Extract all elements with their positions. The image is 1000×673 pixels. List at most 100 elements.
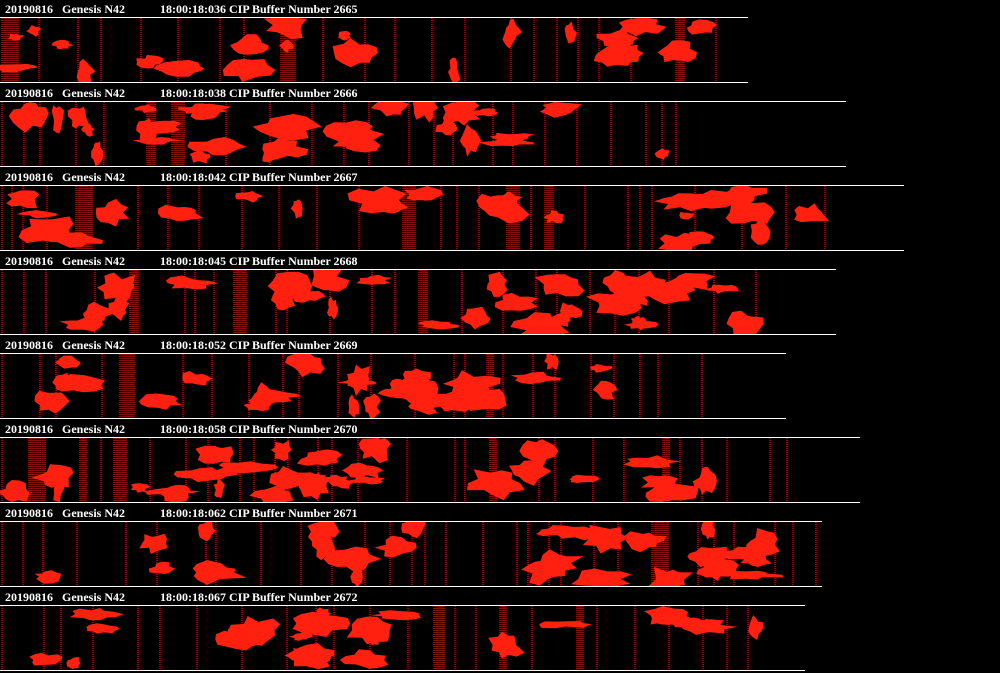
buffer-probe: Genesis N42: [62, 254, 125, 268]
particle-image-strip: [1, 606, 764, 670]
particle-image: [34, 390, 70, 414]
buffer-date: 20190816: [5, 254, 53, 268]
particle-image: [745, 528, 781, 559]
buffer-block: 20190816 Genesis N42 18:00:18:052 CIP Buffe…: [0, 336, 1000, 420]
buffer-block: 20190816 Genesis N42 18:00:18:038 CIP Buffe…: [0, 84, 1000, 168]
particle-image: [148, 561, 176, 574]
particle-image: [644, 606, 696, 626]
buffer-label: CIP Buffer Number 2672: [229, 590, 358, 604]
particle-image: [363, 393, 381, 418]
particle-image: [139, 533, 168, 554]
particle-image-strip: [1, 270, 764, 334]
particle-image: [29, 652, 63, 666]
particle-image: [642, 281, 696, 305]
particle-image: [56, 374, 105, 393]
particle-image: [235, 191, 264, 203]
buffer-time: 18:00:18:052: [160, 338, 226, 352]
particle-image: [425, 391, 475, 412]
buffer-time: 18:00:18:045: [160, 254, 226, 268]
particle-image: [290, 199, 303, 219]
particle-image: [794, 203, 830, 223]
rule-bottom: [0, 586, 822, 587]
particle-image: [630, 315, 647, 331]
rule-bottom: [0, 250, 904, 251]
particle-image: [539, 102, 582, 118]
particle-image: [332, 130, 380, 150]
buffer-probe: Genesis N42: [62, 338, 125, 352]
particle-image: [51, 39, 74, 50]
buffer-block: 20190816 Genesis N42 18:00:18:036 CIP Buffe…: [0, 0, 1000, 84]
particle-image: [96, 272, 136, 304]
particle-image: [157, 204, 204, 221]
particle-image: [687, 546, 738, 568]
particle-image: [327, 296, 339, 320]
particle-image: [31, 464, 74, 488]
particle-image: [346, 616, 392, 645]
buffer-probe: Genesis N42: [62, 506, 125, 520]
particle-image: [54, 355, 81, 369]
particle-image: [510, 371, 562, 385]
particle-image: [417, 320, 460, 330]
particle-image: [139, 120, 182, 134]
particle-image: [67, 106, 89, 129]
rule-bottom: [0, 82, 748, 83]
rule-bottom: [0, 670, 805, 671]
particle-image: [653, 193, 714, 212]
particle-image: [262, 145, 288, 163]
buffer-time: 18:00:18:058: [160, 422, 226, 436]
buffer-date: 20190816: [5, 170, 53, 184]
particle-image: [748, 615, 764, 640]
particle-image: [534, 274, 585, 297]
particle-image: [177, 103, 232, 114]
particle-image: [189, 150, 211, 164]
particle-image: [2, 489, 16, 501]
particle-image: [59, 317, 104, 332]
particle-image: [686, 19, 718, 35]
particle-image: [508, 460, 552, 486]
particle-image: [347, 475, 386, 485]
particle-image: [374, 535, 417, 558]
particle-image: [299, 472, 333, 488]
particle-image: [82, 301, 113, 324]
particle-image: [740, 550, 772, 567]
particle-image: [723, 186, 768, 206]
particle-image: [706, 284, 739, 294]
particle-image: [311, 533, 336, 561]
buffer-block: 20190816 Genesis N42 18:00:18:042 CIP Buffe…: [0, 168, 1000, 252]
rule-top: [0, 101, 846, 102]
particle-image: [596, 28, 639, 48]
particle-image: [138, 393, 182, 410]
particle-image: [7, 33, 24, 41]
particle-image: [466, 469, 525, 501]
buffer-block: 20190816 Genesis N42 18:00:18:067 CIP Buffe…: [0, 588, 1000, 672]
particle-image: [726, 310, 764, 334]
particle-image: [648, 566, 694, 586]
particle-image: [230, 34, 269, 55]
particle-image: [404, 186, 444, 201]
buffer-probe: Genesis N42: [62, 422, 125, 436]
buffer-label: CIP Buffer Number 2671: [229, 506, 358, 520]
buffer-date: 20190816: [5, 338, 53, 352]
particle-image: [448, 57, 461, 82]
particle-image-strip: [0, 18, 718, 82]
particle-image: [192, 560, 247, 585]
particle-image: [69, 608, 124, 621]
particle-image: [700, 522, 715, 540]
particle-image: [750, 220, 771, 245]
particle-image: [222, 59, 276, 82]
particle-image: [521, 555, 566, 586]
particle-image: [95, 198, 130, 227]
rule-top: [0, 437, 860, 438]
particle-image: [468, 108, 498, 117]
particle-image: [292, 611, 351, 637]
rule-bottom: [0, 418, 786, 419]
particle-image: [486, 271, 508, 297]
particle-image: [611, 40, 644, 62]
particle-image: [250, 382, 276, 405]
particle-image: [284, 354, 325, 378]
particle-image: [108, 295, 130, 321]
particle-image: [401, 522, 427, 539]
particle-image: [26, 25, 42, 37]
particle-image: [635, 294, 648, 306]
buffer-label: CIP Buffer Number 2670: [229, 422, 358, 436]
